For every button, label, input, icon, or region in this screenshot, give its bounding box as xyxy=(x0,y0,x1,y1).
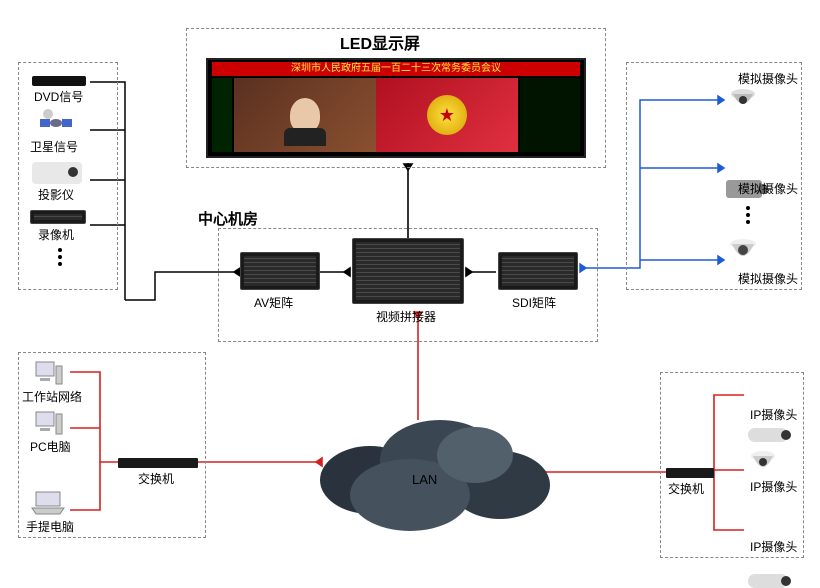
laptop-icon xyxy=(30,490,66,521)
led-display: 深圳市人民政府五届一百二十三次常务委员会议 ★ xyxy=(206,58,586,158)
switch-2 xyxy=(666,468,714,478)
label-laptop: 手提电脑 xyxy=(26,518,74,535)
led-panel-right: ★ xyxy=(376,78,518,152)
label-pc: PC电脑 xyxy=(30,438,71,455)
recorder-device xyxy=(30,210,86,224)
zone-ip-cams xyxy=(660,372,804,558)
label-satellite: 卫星信号 xyxy=(30,138,78,155)
ip-cam-3 xyxy=(748,574,788,588)
video-splicer xyxy=(352,238,464,304)
led-banner: 深圳市人民政府五届一百二十三次常务委员会议 xyxy=(212,62,580,76)
analog-cam-3 xyxy=(728,238,758,273)
pc-icon xyxy=(34,410,64,441)
label-ipcam1: IP摄像头 xyxy=(750,406,797,423)
dots-acam xyxy=(746,206,750,224)
led-right-sidebar xyxy=(520,78,580,152)
label-acam1: 模拟摄像头 xyxy=(738,70,798,87)
workstation-icon xyxy=(34,360,64,391)
label-acam2: 模拟摄像头 xyxy=(738,180,798,197)
label-acam3: 模拟摄像头 xyxy=(738,270,798,287)
led-panel-left xyxy=(234,78,376,152)
label-av: AV矩阵 xyxy=(254,294,293,311)
zone-analog-cams xyxy=(626,62,802,290)
label-ws: 工作站网络 xyxy=(22,388,82,405)
label-projector: 投影仪 xyxy=(38,186,74,203)
dvd-device xyxy=(32,76,86,86)
label-sdi: SDI矩阵 xyxy=(512,294,556,311)
label-splicer: 视频拼接器 xyxy=(376,308,436,325)
satellite-icon xyxy=(38,108,74,138)
title-center: 中心机房 xyxy=(198,208,258,229)
label-ipcam2: IP摄像头 xyxy=(750,478,797,495)
label-switch1: 交换机 xyxy=(138,470,174,487)
label-ipcam3: IP摄像头 xyxy=(750,538,797,555)
av-matrix xyxy=(240,252,320,290)
ip-cam-1 xyxy=(748,428,788,442)
switch-1 xyxy=(118,458,198,468)
sdi-matrix xyxy=(498,252,578,290)
analog-cam-1 xyxy=(728,86,758,121)
label-switch2: 交换机 xyxy=(668,480,704,497)
label-dvd: DVD信号 xyxy=(34,88,83,105)
dots-left xyxy=(58,248,62,266)
led-left-sidebar xyxy=(212,78,232,152)
label-recorder: 录像机 xyxy=(38,226,74,243)
projector-device xyxy=(32,162,82,184)
label-lan: LAN xyxy=(412,472,437,487)
title-led: LED显示屏 xyxy=(340,30,420,54)
